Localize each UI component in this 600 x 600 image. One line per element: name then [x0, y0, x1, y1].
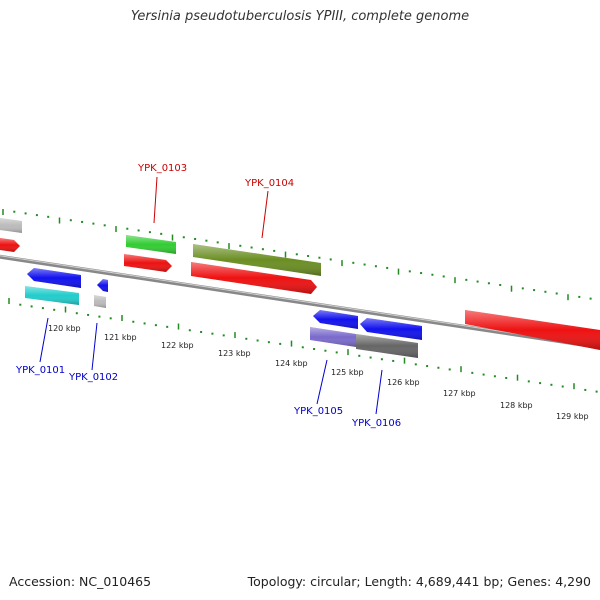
genome-title: Yersinia pseudotuberculosis YPIII, compl… [130, 9, 470, 24]
genome-backbone [0, 254, 600, 350]
scale-label-128: 128 kbp [500, 401, 533, 410]
scale-labels: 120 kbp 121 kbp 122 kbp 123 kbp 124 kbp … [48, 324, 589, 421]
scale-label-124: 124 kbp [275, 359, 308, 368]
label-leaders [39, 176, 383, 415]
scale-label-123: 123 kbp [218, 349, 251, 358]
outer-tick-track [2, 209, 592, 301]
gene-label-ypk-0104: YPK_0104 [244, 178, 294, 189]
scale-label-127: 127 kbp [443, 389, 476, 398]
gene-label-ypk-0105: YPK_0105 [293, 406, 343, 417]
scale-label-125: 125 kbp [331, 368, 364, 377]
scale-label-129: 129 kbp [556, 412, 589, 421]
gene-label-ypk-0103: YPK_0103 [137, 163, 187, 174]
scale-label-121: 121 kbp [104, 333, 137, 342]
gene-features [0, 218, 600, 358]
accession-text: Accession: NC_010465 [9, 574, 152, 589]
scale-label-122: 122 kbp [161, 341, 194, 350]
scale-label-120: 120 kbp [48, 324, 81, 333]
gene-label-ypk-0101: YPK_0101 [15, 365, 65, 376]
gene-label-ypk-0106: YPK_0106 [351, 418, 401, 429]
gene-labels: YPK_0103 YPK_0104 YPK_0101 YPK_0102 YPK_… [15, 163, 401, 429]
inner-tick-track [8, 298, 598, 393]
gene-label-ypk-0102: YPK_0102 [68, 372, 118, 383]
scale-label-126: 126 kbp [387, 378, 420, 387]
genome-summary-text: Topology: circular; Length: 4,689,441 bp… [247, 574, 591, 589]
